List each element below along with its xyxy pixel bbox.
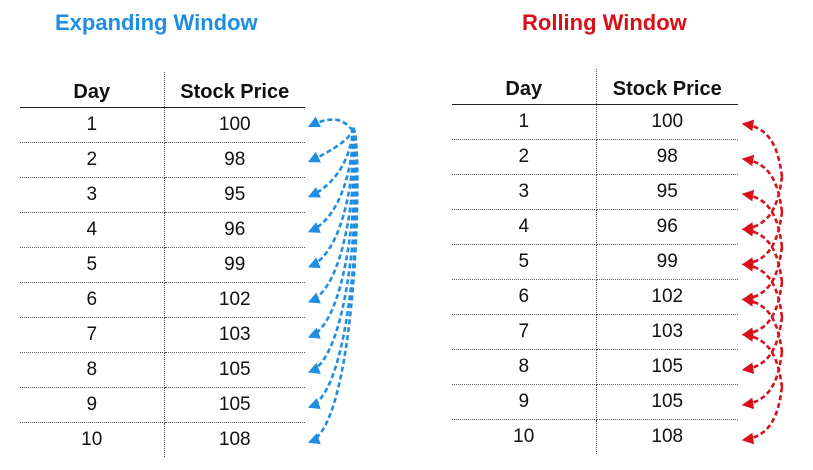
day-cell: 2 bbox=[452, 139, 597, 175]
table-row: 6 102 bbox=[452, 279, 738, 315]
table-row: 8 105 bbox=[452, 349, 738, 385]
expanding-window-arrow bbox=[307, 116, 355, 131]
day-cell: 10 bbox=[20, 422, 165, 457]
rolling-window-arrow bbox=[741, 260, 784, 318]
price-cell: 102 bbox=[596, 279, 738, 315]
rolling-window-title: Rolling Window bbox=[522, 10, 687, 35]
table-row: 4 96 bbox=[452, 209, 738, 245]
table-row: 3 95 bbox=[20, 177, 305, 213]
day-cell: 8 bbox=[20, 352, 165, 388]
rolling-window-arrow bbox=[741, 154, 784, 212]
price-cell: 108 bbox=[651, 426, 684, 447]
day-cell: 8 bbox=[452, 349, 597, 385]
price-cell: 105 bbox=[596, 349, 738, 385]
table-row: 5 99 bbox=[20, 247, 305, 283]
price-cell: 98 bbox=[164, 142, 305, 178]
table-row: 8 105 bbox=[20, 352, 305, 388]
rolling-window-arrow bbox=[741, 295, 784, 353]
stock-price-column-header: Stock Price bbox=[164, 72, 305, 108]
rolling-window-arrow bbox=[741, 224, 784, 283]
day-column-header: Day bbox=[20, 72, 165, 108]
day-cell: 2 bbox=[20, 142, 165, 178]
price-cell: 108 bbox=[218, 429, 251, 450]
day-cell: 7 bbox=[452, 314, 597, 350]
price-cell: 99 bbox=[596, 244, 738, 280]
day-cell: 5 bbox=[452, 244, 597, 280]
table-row: 10 108 bbox=[452, 419, 738, 454]
rolling-window-arrow bbox=[741, 387, 784, 445]
table-row: 3 95 bbox=[452, 174, 738, 210]
price-cell: 103 bbox=[164, 317, 305, 353]
expanding-window-title: Expanding Window bbox=[55, 10, 258, 35]
rolling-window-arrow bbox=[741, 119, 784, 177]
day-cell: 9 bbox=[452, 384, 597, 420]
day-cell: 6 bbox=[452, 279, 597, 315]
day-cell: 3 bbox=[452, 174, 597, 210]
price-cell: 96 bbox=[164, 212, 305, 248]
day-column-header: Day bbox=[452, 69, 597, 105]
table-row: 10 108 bbox=[20, 422, 305, 457]
price-cell: 105 bbox=[164, 387, 305, 423]
table-header-row: Day Stock Price bbox=[20, 72, 305, 108]
stock-price-column-header: Stock Price bbox=[596, 69, 738, 105]
expanding-window-arrow bbox=[307, 126, 358, 374]
rolling-window-arrow bbox=[741, 316, 784, 375]
price-cell: 100 bbox=[596, 104, 738, 140]
expanding-window-arrow bbox=[307, 126, 359, 445]
table-row: 7 103 bbox=[20, 317, 305, 353]
price-cell: 100 bbox=[164, 107, 305, 143]
rolling-window-arrow bbox=[741, 189, 784, 248]
table-row: 9 105 bbox=[452, 384, 738, 420]
price-cell: 95 bbox=[164, 177, 305, 213]
price-cell: 105 bbox=[164, 352, 305, 388]
table-row: 2 98 bbox=[20, 142, 305, 178]
table-row: 5 99 bbox=[452, 244, 738, 280]
day-cell: 1 bbox=[452, 104, 597, 140]
table-row: 1 100 bbox=[20, 107, 305, 143]
price-cell: 95 bbox=[596, 174, 738, 210]
table-row: 6 102 bbox=[20, 282, 305, 318]
day-cell: 6 bbox=[20, 282, 165, 318]
day-cell: 4 bbox=[20, 212, 165, 248]
day-cell: 3 bbox=[20, 177, 165, 213]
rolling-window-arrow bbox=[741, 330, 784, 388]
day-cell: 4 bbox=[452, 209, 597, 245]
price-cell: 103 bbox=[596, 314, 738, 350]
day-cell: 5 bbox=[20, 247, 165, 283]
price-cell: 99 bbox=[164, 247, 305, 283]
rolling-window-table: Day Stock Price 1 100 2 98 3 95 4 96 5 99 6 10… bbox=[452, 69, 738, 454]
day-cell: 7 bbox=[20, 317, 165, 353]
table-row: 9 105 bbox=[20, 387, 305, 423]
table-row: 1 100 bbox=[452, 104, 738, 140]
expanding-window-arrow bbox=[307, 127, 356, 269]
expanding-window-table: Day Stock Price 1 100 2 98 3 95 4 96 5 99 6 10… bbox=[20, 72, 305, 457]
expanding-window-arrow bbox=[307, 127, 355, 163]
price-cell: 96 bbox=[596, 209, 738, 245]
day-cell: 10 bbox=[452, 419, 597, 454]
price-cell: 102 bbox=[164, 282, 305, 318]
table-row: 2 98 bbox=[452, 139, 738, 175]
expanding-window-arrow bbox=[307, 126, 359, 410]
price-cell: 98 bbox=[596, 139, 738, 175]
price-cell: 105 bbox=[596, 384, 738, 420]
table-row: 4 96 bbox=[20, 212, 305, 248]
table-header-row: Day Stock Price bbox=[452, 69, 738, 105]
rolling-window-arrow bbox=[741, 351, 784, 410]
day-cell: 1 bbox=[20, 107, 165, 143]
table-row: 7 103 bbox=[452, 314, 738, 350]
day-cell: 9 bbox=[20, 387, 165, 423]
